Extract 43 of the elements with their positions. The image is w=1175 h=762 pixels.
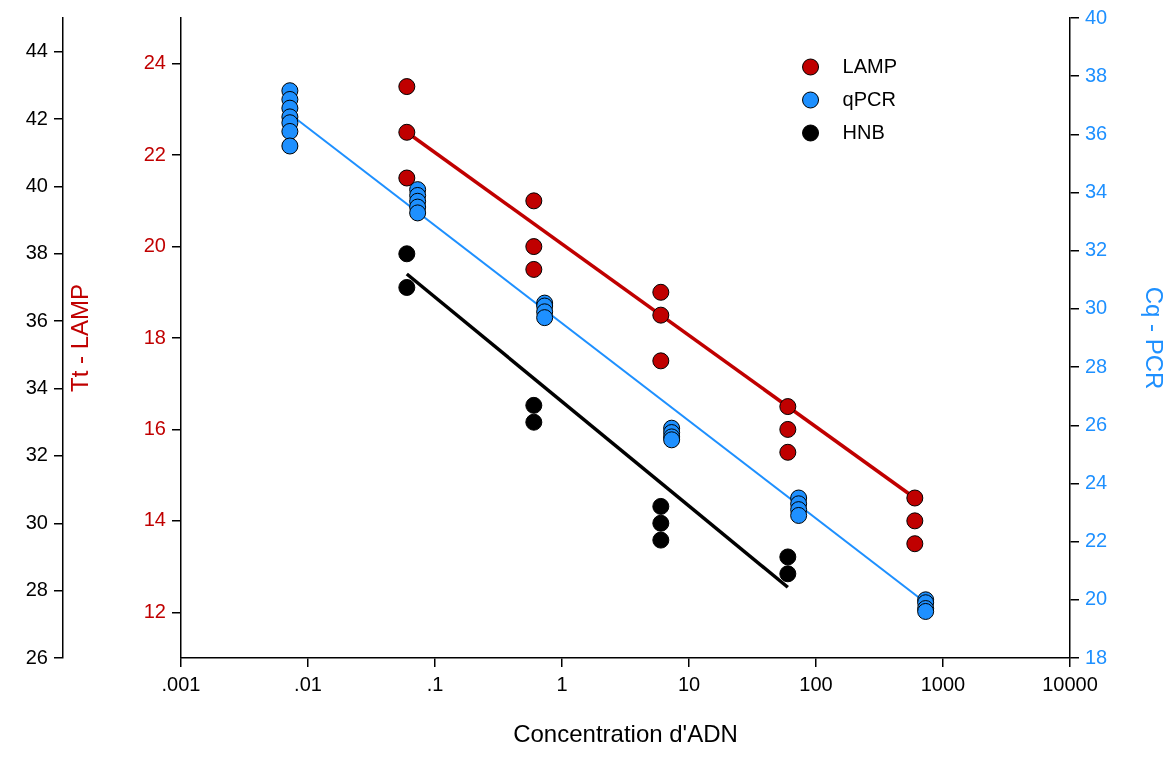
y3-tick-label: 26	[25, 645, 48, 668]
y2-tick-label: 26	[1085, 412, 1108, 435]
x-axis-title: Concentration d'ADN	[513, 720, 738, 748]
y3-tick-label: 30	[25, 510, 48, 533]
x-tick-label: 10	[677, 672, 701, 695]
y-tick-label: 12	[143, 599, 166, 622]
y3-tick-label: 28	[25, 578, 48, 601]
y-tick-label: 14	[143, 508, 166, 531]
y2-tick-label: 32	[1085, 238, 1108, 261]
y2-axis-title: Cq - PCR	[1140, 286, 1168, 390]
legend-label: LAMP	[842, 54, 898, 77]
x-tick-label: 100	[799, 672, 833, 695]
y-tick-label: 20	[143, 234, 166, 257]
x-tick-label: .01	[294, 672, 322, 695]
y3-tick-label: 42	[25, 106, 48, 129]
y-tick-label: 22	[143, 142, 166, 165]
y2-tick-label: 22	[1085, 529, 1108, 552]
x-tick-label: 10000	[1042, 672, 1098, 695]
x-tick-label: .001	[161, 672, 201, 695]
y3-tick-label: 40	[25, 173, 48, 196]
x-tick-label: 1	[556, 672, 568, 695]
x-tick-label: 1000	[920, 672, 966, 695]
legend-label: qPCR	[842, 87, 896, 110]
y3-tick-label: 32	[25, 443, 48, 466]
x-tick-label: .1	[426, 672, 444, 695]
y-tick-label: 16	[143, 416, 166, 439]
y-axis-title: Tt - LAMP	[66, 283, 94, 393]
y2-tick-label: 34	[1085, 180, 1108, 203]
y3-tick-label: 34	[25, 376, 48, 399]
y2-tick-label: 36	[1085, 121, 1108, 144]
y2-tick-label: 38	[1085, 63, 1108, 86]
y2-tick-label: 18	[1085, 645, 1108, 668]
y2-tick-label: 24	[1085, 470, 1108, 493]
y2-tick-label: 20	[1085, 587, 1108, 610]
y2-tick-label: 28	[1085, 354, 1108, 377]
y3-tick-label: 36	[25, 308, 48, 331]
y-tick-label: 18	[143, 325, 166, 348]
legend-label: HNB	[842, 120, 885, 143]
y2-tick-label: 30	[1085, 296, 1108, 319]
y2-tick-label: 40	[1085, 5, 1108, 28]
y3-tick-label: 38	[25, 241, 48, 264]
y-tick-label: 24	[143, 51, 166, 74]
y3-tick-label: 44	[25, 39, 48, 62]
